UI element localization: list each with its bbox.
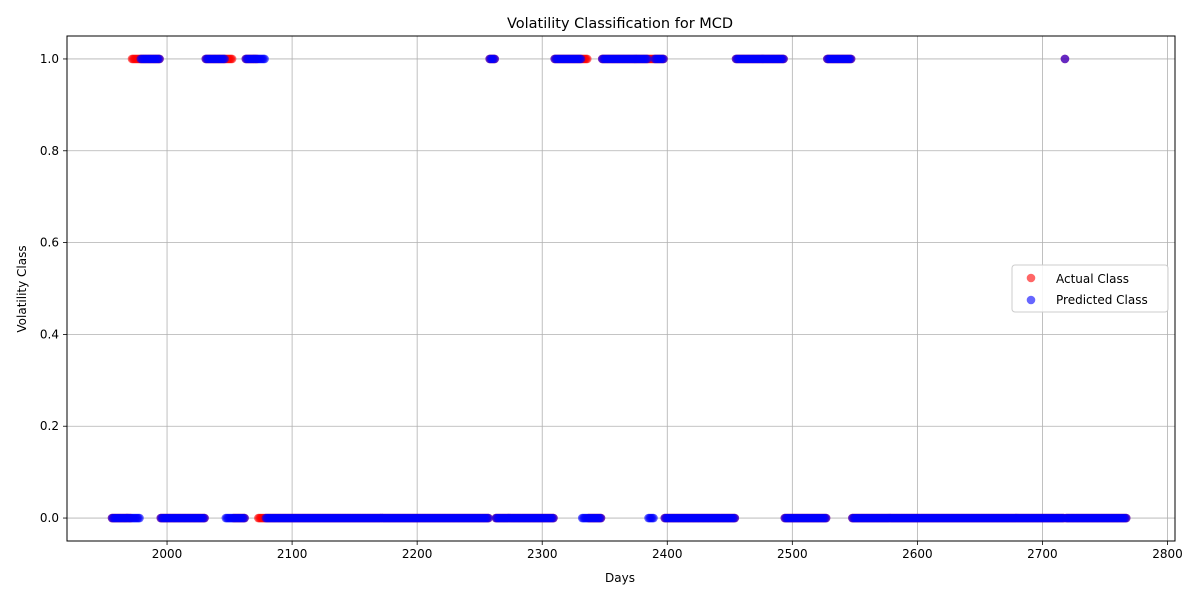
- predicted-class-point: [484, 513, 493, 523]
- predicted-class-point: [779, 54, 788, 64]
- legend-box: [1011, 264, 1169, 313]
- predicted-class-point: [642, 54, 652, 64]
- legend-label-actual: Actual Class: [1056, 272, 1129, 286]
- legend-marker-actual: [1026, 273, 1036, 283]
- predicted-class-point: [1121, 513, 1131, 523]
- predicted-class-point: [490, 54, 499, 64]
- predicted-class-point: [155, 54, 164, 64]
- predicted-class-point: [549, 513, 558, 523]
- y-tick-label: 0.0: [40, 511, 59, 525]
- predicted-class-point: [200, 513, 209, 523]
- y-tick-label: 0.4: [40, 327, 59, 341]
- predicted-class-point: [659, 54, 668, 64]
- predicted-class-point: [649, 513, 658, 523]
- legend-label-predicted: Predicted Class: [1056, 293, 1148, 307]
- x-tick-label: 2500: [777, 547, 808, 561]
- predicted-class-point: [260, 54, 269, 64]
- x-axis-label: Days: [605, 571, 635, 585]
- x-tick-label: 2100: [277, 547, 308, 561]
- y-tick-label: 0.6: [40, 236, 59, 250]
- predicted-class-series: [107, 54, 1131, 523]
- predicted-class-point: [1060, 54, 1070, 64]
- axes-frame: [66, 35, 1176, 542]
- x-tick-label: 2600: [902, 547, 933, 561]
- predicted-class-point: [730, 513, 740, 523]
- x-tick-label: 2200: [402, 547, 433, 561]
- legend-marker-predicted: [1026, 295, 1036, 305]
- x-tick-label: 2000: [152, 547, 183, 561]
- x-tick-label: 2700: [1027, 547, 1058, 561]
- y-tick-label: 0.8: [40, 144, 59, 158]
- predicted-class-point: [240, 513, 249, 523]
- axis-ticks: 2000 2100 2200 2300 2400 2500 2600 2700 2800 0.0 0…: [40, 52, 1183, 561]
- actual-class-point: [582, 54, 592, 64]
- y-tick-label: 0.2: [40, 419, 59, 433]
- x-tick-label: 2800: [1152, 547, 1183, 561]
- predicted-class-point: [596, 513, 606, 523]
- y-tick-label: 1.0: [40, 52, 59, 66]
- chart-title: Volatility Classification for MCD: [507, 16, 733, 32]
- x-tick-label: 2300: [527, 547, 558, 561]
- predicted-class-point: [135, 513, 144, 523]
- actual-class-point: [227, 54, 237, 64]
- legend: Actual Class Predicted Class: [1011, 264, 1169, 313]
- predicted-class-point: [846, 54, 856, 64]
- y-axis-label: Volatility Class: [15, 245, 29, 332]
- predicted-class-point: [821, 513, 831, 523]
- predicted-class-point: [576, 54, 586, 64]
- predicted-class-point: [220, 54, 229, 64]
- x-tick-label: 2400: [652, 547, 683, 561]
- plot-area: [107, 54, 1131, 523]
